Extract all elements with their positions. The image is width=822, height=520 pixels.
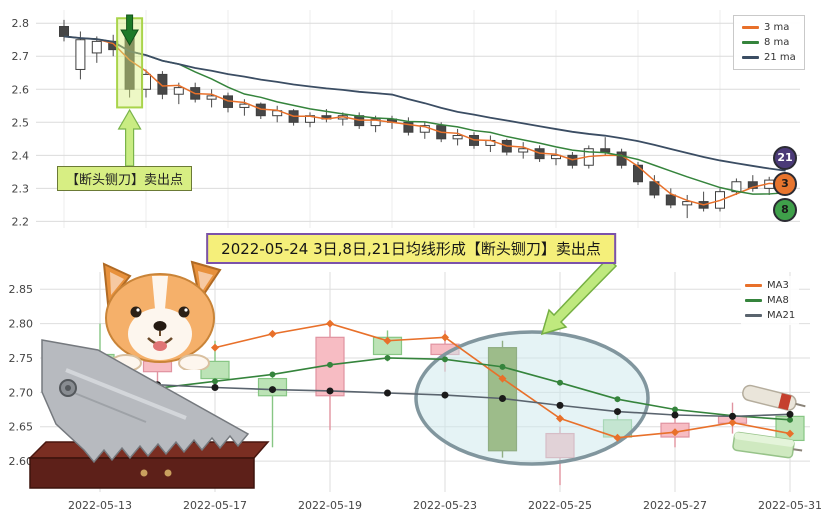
ma3-line-swatch (742, 26, 759, 29)
svg-text:2.4: 2.4 (12, 149, 30, 162)
corgi-eye-left (130, 306, 142, 318)
candle-wick (795, 402, 806, 408)
svg-text:2.2: 2.2 (12, 215, 30, 228)
legend-item-3ma: 3 ma (742, 22, 796, 33)
legend-label: 3 ma (764, 22, 790, 33)
svg-text:2022-05-17: 2022-05-17 (183, 499, 247, 512)
pattern-ellipse-highlight (414, 330, 650, 466)
legend-item-8ma: 8 ma (742, 37, 796, 48)
ma8-line-swatch (745, 299, 762, 302)
candle-band (778, 393, 792, 411)
svg-text:2.3: 2.3 (12, 182, 30, 195)
corgi-image (102, 260, 222, 370)
legend-label: MA8 (767, 295, 789, 306)
corgi-eye-glint (184, 308, 188, 312)
candle-wick (793, 448, 803, 452)
svg-text:2.80: 2.80 (9, 318, 34, 331)
title-banner: 2022-05-24 3日,8日,21日均线形成【断头铡刀】卖出点 (206, 233, 616, 264)
legend-item-21ma: 21 ma (742, 52, 796, 63)
top-chart-ma-lines (63, 35, 786, 206)
legend-item-ma3: MA3 (745, 280, 795, 291)
ma8-line-swatch (742, 41, 759, 44)
saw-base-bolt (140, 469, 148, 477)
svg-text:2.60: 2.60 (9, 455, 34, 468)
saw-blade-highlight (65, 368, 187, 420)
ma3-endpoint-badge: 3 (773, 172, 797, 196)
corgi-ear-left-inner (110, 272, 124, 295)
legend-item-ma8: MA8 (745, 295, 795, 306)
ma21-line-swatch (742, 56, 759, 59)
svg-text:2022-05-23: 2022-05-23 (413, 499, 477, 512)
guillotine-saw-image (28, 339, 270, 489)
corgi-nose (153, 321, 167, 331)
bottom-chart-ma-lines (96, 319, 794, 442)
sell-down-arrow-icon (120, 14, 139, 47)
svg-text:2.5: 2.5 (12, 116, 30, 129)
svg-text:2.7: 2.7 (12, 50, 30, 63)
candle-shine (734, 432, 795, 447)
top-chart-annotations (116, 14, 144, 167)
legend-item-ma21: MA21 (745, 310, 795, 321)
annotation-up-arrow-icon (117, 108, 142, 167)
corgi-ear-right-inner (198, 271, 213, 293)
top-chart-candles (59, 19, 791, 219)
green-arrow-icon (540, 256, 618, 336)
ma3-line-swatch (745, 284, 762, 287)
svg-text:2022-05-19: 2022-05-19 (298, 499, 362, 512)
svg-text:2.65: 2.65 (9, 421, 34, 434)
corgi-eye-glint (136, 308, 140, 312)
saw-pivot-bolt-center (65, 385, 71, 391)
saw-base-bolt (164, 469, 172, 477)
svg-text:2022-05-13: 2022-05-13 (68, 499, 132, 512)
corgi-paw-right (178, 354, 210, 370)
candle-photo-1 (742, 384, 806, 411)
ma21-line-swatch (745, 314, 762, 317)
svg-text:2022-05-31: 2022-05-31 (758, 499, 822, 512)
ma8-endpoint-badge: 8 (773, 198, 797, 222)
corgi-eye-right (178, 306, 190, 318)
candle-photo-2 (732, 431, 803, 459)
sell-point-annotation: 【断头铡刀】卖出点 (57, 166, 193, 191)
legend-label: 21 ma (764, 52, 796, 63)
ma21-endpoint-badge: 21 (773, 146, 797, 170)
bottom-chart-legend: MA3 MA8 MA21 (741, 276, 800, 325)
svg-text:2022-05-25: 2022-05-25 (528, 499, 592, 512)
svg-text:2.70: 2.70 (9, 386, 34, 399)
svg-text:2.85: 2.85 (9, 283, 34, 296)
banner-to-ellipse-arrow (540, 256, 618, 336)
corgi-tongue (153, 341, 167, 351)
svg-text:2.75: 2.75 (9, 352, 34, 365)
legend-label: MA21 (767, 310, 796, 321)
top-chart-legend: 3 ma 8 ma 21 ma (733, 15, 805, 70)
svg-text:2.8: 2.8 (12, 17, 30, 30)
legend-label: 8 ma (764, 37, 790, 48)
svg-text:2.6: 2.6 (12, 83, 30, 96)
svg-text:2022-05-27: 2022-05-27 (643, 499, 707, 512)
legend-label: MA3 (767, 280, 789, 291)
